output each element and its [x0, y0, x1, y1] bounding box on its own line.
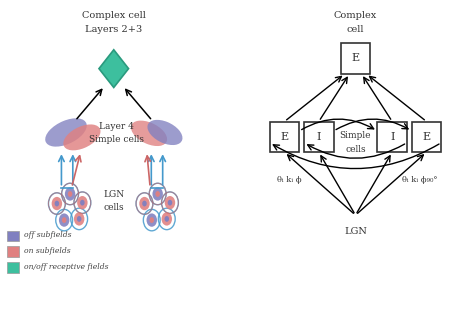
Circle shape	[77, 196, 88, 209]
Ellipse shape	[64, 124, 100, 150]
Circle shape	[162, 212, 172, 226]
Circle shape	[68, 191, 73, 197]
Text: Complex: Complex	[334, 11, 377, 20]
Text: LGN: LGN	[103, 190, 124, 199]
Ellipse shape	[147, 120, 182, 145]
Text: off subfields: off subfields	[24, 232, 72, 240]
FancyBboxPatch shape	[341, 43, 370, 74]
Circle shape	[59, 213, 69, 227]
Circle shape	[65, 187, 75, 201]
Text: E: E	[351, 53, 360, 63]
Circle shape	[52, 197, 62, 210]
Text: θᵢ kᵢ ϕ: θᵢ kᵢ ϕ	[277, 176, 301, 184]
Circle shape	[149, 217, 154, 223]
Text: Simple cells: Simple cells	[89, 135, 144, 144]
Circle shape	[80, 200, 85, 206]
Circle shape	[164, 216, 169, 222]
Text: cells: cells	[103, 203, 124, 212]
Text: Layers 2+3: Layers 2+3	[85, 25, 142, 34]
Text: I: I	[317, 132, 321, 142]
Circle shape	[155, 191, 160, 197]
FancyBboxPatch shape	[7, 231, 19, 241]
Text: LGN: LGN	[344, 227, 367, 236]
FancyBboxPatch shape	[7, 262, 19, 273]
Ellipse shape	[45, 118, 87, 147]
FancyBboxPatch shape	[412, 122, 441, 152]
Circle shape	[146, 213, 157, 227]
Text: E: E	[422, 132, 431, 142]
Circle shape	[153, 187, 163, 201]
Text: θᵢ kᵢ ϕ₉₀°: θᵢ kᵢ ϕ₉₀°	[402, 176, 437, 184]
Text: on subfields: on subfields	[24, 247, 71, 256]
Text: Complex cell: Complex cell	[82, 11, 146, 20]
Text: cells: cells	[345, 145, 366, 154]
Text: I: I	[390, 132, 394, 142]
Circle shape	[165, 196, 175, 209]
Circle shape	[168, 200, 172, 206]
Text: on/off receptive fields: on/off receptive fields	[24, 263, 109, 271]
Circle shape	[55, 201, 59, 207]
FancyBboxPatch shape	[7, 246, 19, 257]
Text: cell: cell	[347, 25, 364, 34]
Circle shape	[77, 216, 82, 222]
Circle shape	[74, 212, 84, 226]
Polygon shape	[99, 50, 128, 87]
Circle shape	[142, 201, 147, 207]
Ellipse shape	[131, 121, 167, 146]
Text: Simple: Simple	[340, 131, 371, 140]
FancyBboxPatch shape	[270, 122, 299, 152]
Text: Layer 4: Layer 4	[99, 122, 134, 131]
Text: E: E	[280, 132, 289, 142]
FancyBboxPatch shape	[304, 122, 334, 152]
Circle shape	[139, 197, 150, 210]
FancyBboxPatch shape	[377, 122, 407, 152]
Circle shape	[62, 217, 66, 223]
